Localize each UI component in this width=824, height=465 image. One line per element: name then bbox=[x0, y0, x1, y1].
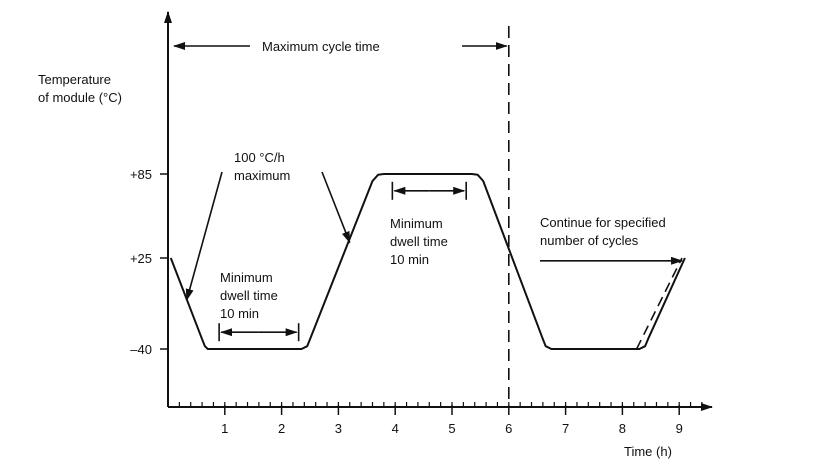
x-axis-label: Time (h) bbox=[624, 444, 672, 459]
y-axis-label-line-2: of module (°C) bbox=[38, 90, 122, 105]
rate-label-line-2: maximum bbox=[234, 168, 290, 183]
x-tick-label-2: 2 bbox=[278, 421, 285, 436]
dwell-high-label-line-1: Minimum bbox=[390, 216, 443, 231]
x-tick-label-4: 4 bbox=[392, 421, 399, 436]
x-tick-label-7: 7 bbox=[562, 421, 569, 436]
dwell-low-label-line-2: dwell time bbox=[220, 288, 278, 303]
x-tick-label-6: 6 bbox=[505, 421, 512, 436]
cycle-series-line-0 bbox=[169, 173, 686, 350]
x-tick-label-8: 8 bbox=[619, 421, 626, 436]
y-axis-label-line-1: Temperature bbox=[38, 72, 111, 87]
x-tick-label-3: 3 bbox=[335, 421, 342, 436]
dwell-high-label-line-3: 10 min bbox=[390, 252, 429, 267]
rate-label-line-1: 100 °C/h bbox=[234, 150, 285, 165]
x-tick-label-5: 5 bbox=[448, 421, 455, 436]
dwell-low-label-line-3: 10 min bbox=[220, 306, 259, 321]
y-tick-label--40: –40 bbox=[130, 342, 152, 357]
x-tick-label-1: 1 bbox=[221, 421, 228, 436]
continue-label-line-2: number of cycles bbox=[540, 233, 639, 248]
dwell-high-label-line-2: dwell time bbox=[390, 234, 448, 249]
axis-ticks: 1 2 3 4 5 6 7 8 9 –40 +25 +85 bbox=[130, 167, 703, 436]
cycle-time-label: Maximum cycle time bbox=[262, 39, 380, 54]
y-tick-label-25: +25 bbox=[130, 251, 152, 266]
dashed-series-line-1 bbox=[635, 257, 683, 350]
rate-arrow-right bbox=[321, 171, 351, 244]
series-group bbox=[169, 173, 686, 350]
axes bbox=[164, 11, 713, 411]
annotations bbox=[173, 26, 684, 405]
x-tick-label-9: 9 bbox=[676, 421, 683, 436]
continue-label-line-1: Continue for specified bbox=[540, 215, 666, 230]
rate-arrow-left bbox=[185, 171, 223, 301]
dwell-low-label-line-1: Minimum bbox=[220, 270, 273, 285]
y-tick-label-85: +85 bbox=[130, 167, 152, 182]
